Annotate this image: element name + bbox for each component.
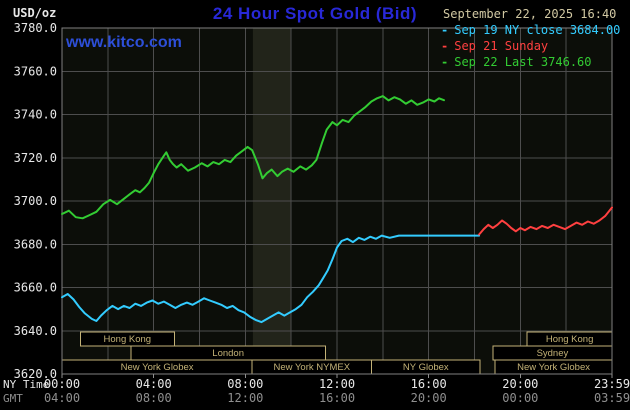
x-tick-label-gmt: 04:00 — [44, 391, 80, 405]
y-axis-units-label: USD/oz — [13, 6, 57, 20]
chart-title: 24 Hour Spot Gold (Bid) — [212, 4, 418, 23]
x-tick-label-gmt: 20:00 — [411, 391, 447, 405]
y-tick-label: 3740.0 — [14, 108, 57, 122]
legend-marker-green: - — [441, 55, 449, 69]
session-label: New York NYMEX — [274, 362, 351, 373]
x-tick-label-ny: 16:00 — [411, 377, 447, 391]
x-tick-label-gmt: 08:00 — [136, 391, 172, 405]
session-label: Hong Kong — [546, 334, 594, 345]
session-label: London — [212, 348, 244, 359]
x-tick-label-gmt: 03:59 — [594, 391, 630, 405]
x-tick-label-ny: 08:00 — [227, 377, 263, 391]
y-tick-label: 3680.0 — [14, 237, 57, 251]
x-tick-label-gmt: 12:00 — [227, 391, 263, 405]
session-box — [79, 331, 175, 347]
legend-marker-cyan: - — [441, 23, 449, 37]
session-label: Sydney — [537, 348, 569, 359]
series-line-0 — [61, 234, 481, 324]
y-tick-label: 3640.0 — [14, 324, 57, 338]
y-tick-label: 3780.0 — [14, 21, 57, 35]
legend-label: Sep 19 NY close 3684.00 — [454, 23, 621, 37]
x-tick-label-ny: 04:00 — [136, 377, 172, 391]
session-label: New York Globex — [121, 362, 194, 373]
legend-marker-red: - — [441, 39, 449, 53]
x-tick-label-ny: 00:00 — [44, 377, 80, 391]
series-line-2 — [61, 95, 445, 220]
kitco-watermark: www.kitco.com — [66, 34, 182, 51]
series-line-1 — [478, 206, 613, 236]
session-label: Hong Kong — [104, 334, 152, 345]
x-axis-label-ny-time: NY Time — [3, 378, 49, 391]
x-tick-label-ny: 23:59 — [594, 377, 630, 391]
x-tick-label-gmt: 00:00 — [502, 391, 538, 405]
legend-label: Sep 22 Last 3746.60 — [454, 55, 592, 69]
y-tick-label: 3720.0 — [14, 151, 57, 165]
legend-item-sep22-last: - Sep 22 Last 3746.60 — [441, 55, 620, 71]
legend-item-sep21-sunday: - Sep 21 Sunday — [441, 39, 620, 55]
y-tick-label: 3620.0 — [14, 367, 57, 381]
legend: - Sep 19 NY close 3684.00 - Sep 21 Sunday … — [441, 23, 620, 71]
x-tick-label-gmt: 16:00 — [319, 391, 355, 405]
chart-datetime: September 22, 2025 16:40 — [443, 7, 617, 21]
legend-label: Sep 21 Sunday — [454, 39, 549, 53]
x-axis-label-gmt: GMT — [3, 392, 23, 405]
session-label: New York Globex — [517, 362, 590, 373]
x-tick-label-ny: 12:00 — [319, 377, 355, 391]
y-tick-label: 3700.0 — [14, 194, 57, 208]
legend-item-sep19-close: - Sep 19 NY close 3684.00 — [441, 23, 620, 39]
x-tick-label-ny: 20:00 — [502, 377, 538, 391]
y-tick-label: 3760.0 — [14, 64, 57, 78]
y-tick-label: 3660.0 — [14, 281, 57, 295]
session-label: NY Globex — [403, 362, 449, 373]
